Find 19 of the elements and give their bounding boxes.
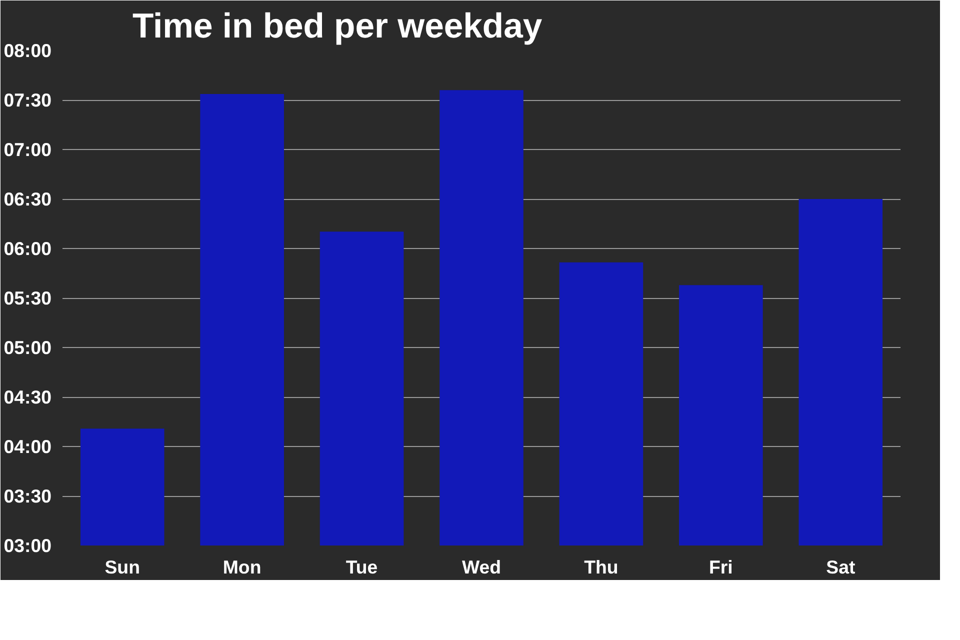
y-tick-label: 04:30 — [4, 386, 52, 408]
x-tick-label: Thu — [584, 556, 618, 578]
y-tick-label: 03:00 — [4, 535, 52, 556]
chart-title: Time in bed per weekday — [132, 8, 543, 46]
y-tick-label: 06:30 — [4, 188, 52, 210]
x-tick-label: Tue — [346, 556, 378, 578]
y-tick-label: 05:00 — [4, 337, 52, 358]
x-tick-label: Sun — [104, 556, 140, 578]
x-tick-label: Wed — [462, 556, 502, 578]
y-tick-label: 05:30 — [4, 288, 52, 308]
x-tick-label: Mon — [222, 556, 262, 578]
y-tick-label: 04:00 — [4, 436, 52, 457]
y-tick-label: 06:00 — [4, 238, 52, 259]
y-tick-label: 07:00 — [4, 139, 52, 160]
y-tick-label: 03:30 — [4, 486, 52, 506]
x-tick-label: Sat — [826, 556, 856, 578]
x-tick-label: Fri — [709, 556, 733, 578]
y-tick-label: 08:00 — [4, 40, 52, 61]
y-tick-label: 07:30 — [4, 90, 52, 110]
